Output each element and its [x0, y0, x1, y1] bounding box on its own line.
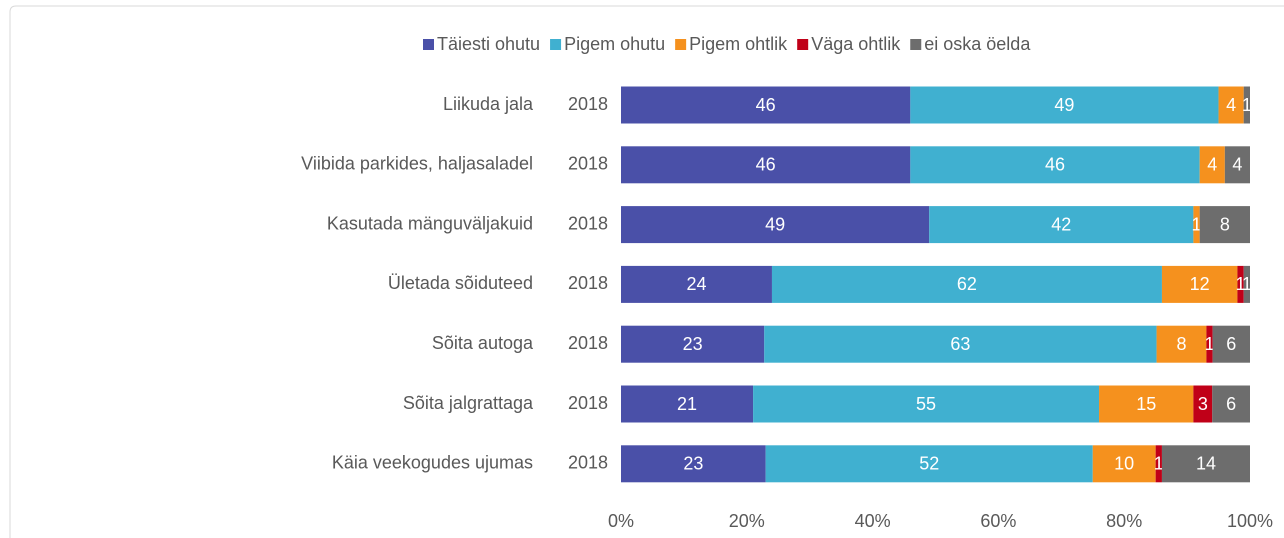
value-label: 49 — [1054, 95, 1074, 115]
bar-segment — [1199, 146, 1225, 184]
x-tick-label: 80% — [1106, 511, 1142, 531]
bar-segment — [1212, 325, 1250, 363]
value-label: 3 — [1198, 394, 1208, 414]
value-label: 4 — [1207, 155, 1217, 175]
legend-swatch — [797, 39, 809, 50]
bar-segment — [1155, 445, 1162, 483]
value-label: 15 — [1136, 394, 1156, 414]
bar-segment — [1161, 265, 1238, 303]
legend-label: Väga ohtlik — [811, 34, 901, 54]
category-label: Ületada sõiduteed — [388, 273, 533, 293]
bar-segment — [910, 86, 1219, 124]
category-label: Käia veekogudes ujumas — [332, 453, 533, 473]
x-tick-label: 20% — [729, 511, 765, 531]
legend-label: ei oska öelda — [924, 34, 1031, 54]
bar-segment — [1193, 385, 1213, 423]
category-label: Sõita autoga — [432, 333, 534, 353]
value-label: 52 — [919, 454, 939, 474]
bar-segment — [765, 445, 1093, 483]
bar-segment — [621, 385, 754, 423]
bar-segment — [1156, 325, 1207, 363]
value-label: 49 — [765, 214, 785, 234]
value-label: 63 — [950, 334, 970, 354]
legend-swatch — [550, 39, 562, 50]
value-label: 46 — [756, 95, 776, 115]
value-label: 6 — [1226, 394, 1236, 414]
bar-segment — [1199, 206, 1250, 244]
year-label: 2018 — [568, 393, 608, 413]
x-tick-label: 40% — [855, 511, 891, 531]
value-label: 1 — [1192, 214, 1202, 234]
bar-segment — [929, 206, 1194, 244]
value-label: 23 — [683, 334, 703, 354]
value-label: 24 — [686, 274, 706, 294]
legend-label: Pigem ohtlik — [689, 34, 788, 54]
bar-segment — [621, 86, 911, 124]
value-label: 1 — [1154, 454, 1164, 474]
year-label: 2018 — [568, 453, 608, 473]
value-label: 62 — [957, 274, 977, 294]
legend-swatch — [910, 39, 922, 50]
bar-segment — [753, 385, 1100, 423]
x-tick-label: 100% — [1227, 511, 1273, 531]
year-label: 2018 — [568, 273, 608, 293]
category-label: Kasutada mänguväljakuid — [327, 213, 533, 233]
value-label: 55 — [916, 394, 936, 414]
bar-segment — [1099, 385, 1194, 423]
bar-segment — [771, 265, 1162, 303]
value-label: 1 — [1205, 334, 1215, 354]
bar-segment — [1243, 265, 1250, 303]
value-label: 1 — [1242, 274, 1252, 294]
legend-label: Pigem ohutu — [564, 34, 665, 54]
bar-segment — [1092, 445, 1156, 483]
value-label: 1 — [1242, 95, 1252, 115]
bar-segment — [1237, 265, 1244, 303]
value-label: 4 — [1232, 155, 1242, 175]
category-label: Viibida parkides, haljasaladel — [301, 154, 533, 174]
bar-segment — [621, 265, 772, 303]
year-label: 2018 — [568, 213, 608, 233]
value-label: 12 — [1190, 274, 1210, 294]
legend-swatch — [423, 39, 434, 50]
year-label: 2018 — [568, 94, 608, 114]
bar-segment — [1206, 325, 1213, 363]
legend-label: Täiesti ohutu — [437, 34, 540, 54]
value-label: 23 — [683, 454, 703, 474]
value-label: 1 — [1236, 274, 1246, 294]
value-label: 14 — [1196, 454, 1216, 474]
value-label: 8 — [1176, 334, 1186, 354]
bar-segment — [621, 206, 930, 244]
bar-segment — [621, 146, 911, 184]
value-label: 46 — [1045, 155, 1065, 175]
value-label: 46 — [756, 155, 776, 175]
x-tick-label: 60% — [980, 511, 1016, 531]
x-tick-label: 0% — [608, 511, 634, 531]
value-label: 8 — [1220, 214, 1230, 234]
value-label: 42 — [1051, 214, 1071, 234]
value-label: 4 — [1226, 95, 1236, 115]
category-label: Sõita jalgrattaga — [403, 393, 534, 413]
bar-segment — [621, 325, 765, 363]
bar-segment — [1212, 385, 1250, 423]
bar-segment — [1224, 146, 1250, 184]
legend-swatch — [675, 39, 687, 50]
bar-segment — [1218, 86, 1244, 124]
value-label: 6 — [1226, 334, 1236, 354]
bar-segment — [1161, 445, 1250, 483]
year-label: 2018 — [568, 154, 608, 174]
bar-segment — [910, 146, 1200, 184]
bar-segment — [1243, 86, 1250, 124]
value-label: 21 — [677, 394, 697, 414]
category-label: Liikuda jala — [443, 94, 534, 114]
bar-segment — [1193, 206, 1200, 244]
frame — [9, 5, 1284, 538]
value-label: 10 — [1114, 454, 1134, 474]
bar-segment — [764, 325, 1157, 363]
year-label: 2018 — [568, 333, 608, 353]
bar-segment — [621, 445, 766, 483]
